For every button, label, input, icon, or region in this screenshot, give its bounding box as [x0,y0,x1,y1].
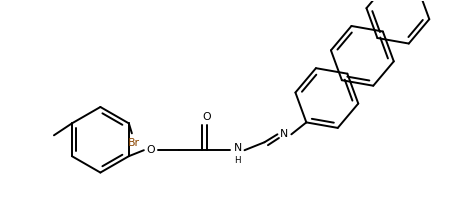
Text: N: N [280,129,288,139]
Text: O: O [202,112,211,122]
Text: Br: Br [127,138,140,148]
Text: O: O [146,145,155,155]
Text: H: H [234,156,240,165]
Text: N: N [233,143,241,153]
